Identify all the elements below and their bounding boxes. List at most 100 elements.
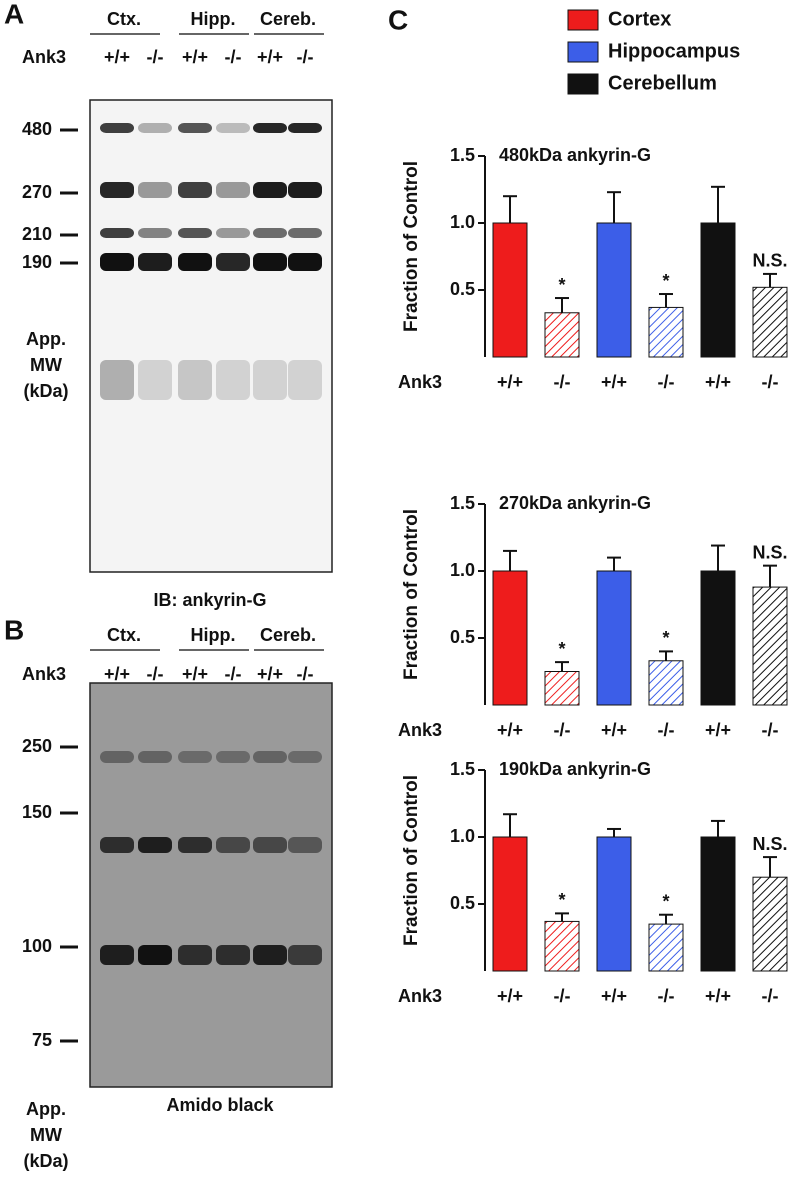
mw-marker: 250 <box>22 736 52 756</box>
blot-band <box>138 253 172 271</box>
y-tick-label: 0.5 <box>450 893 475 913</box>
y-tick-label: 1.0 <box>450 560 475 580</box>
lane-label: -/- <box>297 47 314 67</box>
bar <box>492 222 528 358</box>
y-tick-label: 1.5 <box>450 759 475 779</box>
bar <box>544 920 580 972</box>
group-label: Hipp. <box>191 625 236 645</box>
x-tick-label: +/+ <box>497 372 523 392</box>
y-tick-label: 1.0 <box>450 826 475 846</box>
blot-caption: Amido black <box>166 1095 274 1115</box>
blot-band <box>138 360 172 400</box>
blot-band <box>100 123 134 133</box>
mw-label: App. <box>26 1099 66 1119</box>
chart-title: 270kDa ankyrin-G <box>499 493 651 513</box>
blot-band <box>100 182 134 198</box>
genotype-label: Ank3 <box>22 664 66 684</box>
significance-label: N.S. <box>752 834 787 854</box>
blot-band <box>100 751 134 763</box>
mw-marker: 270 <box>22 182 52 202</box>
group-label: Ctx. <box>107 9 141 29</box>
blot-band <box>178 253 212 271</box>
blot-band <box>216 182 250 198</box>
x-tick-label: -/- <box>658 986 675 1006</box>
x-tick-label: +/+ <box>601 720 627 740</box>
blot-image <box>89 682 333 1088</box>
blot-band <box>138 228 172 238</box>
blot-band <box>253 123 287 133</box>
blot-band <box>253 360 287 400</box>
bar <box>544 312 580 358</box>
mw-label: (kDa) <box>23 1151 68 1171</box>
blot-band <box>100 945 134 965</box>
blot-band <box>100 253 134 271</box>
bar <box>700 836 736 972</box>
lane-label: -/- <box>147 664 164 684</box>
blot-band <box>288 182 322 198</box>
x-tick-label: +/+ <box>497 986 523 1006</box>
significance-label: * <box>558 890 565 910</box>
blot-band <box>138 182 172 198</box>
y-tick-label: 1.0 <box>450 212 475 232</box>
group-label: Ctx. <box>107 625 141 645</box>
x-tick-label: +/+ <box>705 720 731 740</box>
lane-label: +/+ <box>104 664 130 684</box>
mw-label: (kDa) <box>23 381 68 401</box>
blot-band <box>288 123 322 133</box>
blot-band <box>288 253 322 271</box>
mw-label: App. <box>26 329 66 349</box>
significance-label: * <box>558 639 565 659</box>
group-label: Hipp. <box>191 9 236 29</box>
blot-band <box>216 228 250 238</box>
bar <box>492 570 528 706</box>
blot-band <box>216 837 250 853</box>
lane-label: +/+ <box>182 47 208 67</box>
legend-label: Cortex <box>608 8 671 30</box>
blot-band <box>178 945 212 965</box>
blot-band <box>253 945 287 965</box>
bar <box>648 306 684 358</box>
blot-caption: IB: ankyrin-G <box>153 590 266 610</box>
lane-label: +/+ <box>182 664 208 684</box>
blot-image <box>89 99 333 573</box>
bar <box>752 876 788 972</box>
lane-label: +/+ <box>104 47 130 67</box>
mw-marker: 75 <box>32 1030 52 1050</box>
x-row-label: Ank3 <box>398 372 442 392</box>
bar <box>700 222 736 358</box>
bar <box>648 923 684 972</box>
blot-band <box>216 360 250 400</box>
x-tick-label: -/- <box>762 372 779 392</box>
y-axis-label: Fraction of Control <box>401 775 422 946</box>
panel-letter: C <box>388 4 408 35</box>
x-tick-label: +/+ <box>497 720 523 740</box>
x-tick-label: -/- <box>554 372 571 392</box>
legend-swatch <box>567 9 599 31</box>
blot-band <box>253 253 287 271</box>
bar <box>700 570 736 706</box>
x-tick-label: -/- <box>762 986 779 1006</box>
blot-band <box>288 837 322 853</box>
blot-band <box>178 837 212 853</box>
blot-band <box>216 123 250 133</box>
lane-label: -/- <box>225 664 242 684</box>
mw-label: MW <box>30 355 62 375</box>
legend-swatch <box>567 73 599 95</box>
significance-label: * <box>662 271 669 291</box>
chart-title: 480kDa ankyrin-G <box>499 145 651 165</box>
blot-band <box>253 751 287 763</box>
blot-band <box>253 837 287 853</box>
mw-marker: 210 <box>22 224 52 244</box>
x-row-label: Ank3 <box>398 720 442 740</box>
blot-band <box>178 228 212 238</box>
mw-marker: 100 <box>22 936 52 956</box>
chart-title: 190kDa ankyrin-G <box>499 759 651 779</box>
blot-band <box>216 751 250 763</box>
blot-band <box>216 253 250 271</box>
blot-band <box>288 360 322 400</box>
blot-band <box>138 945 172 965</box>
mw-marker: 150 <box>22 802 52 822</box>
x-tick-label: +/+ <box>601 372 627 392</box>
mw-label: MW <box>30 1125 62 1145</box>
